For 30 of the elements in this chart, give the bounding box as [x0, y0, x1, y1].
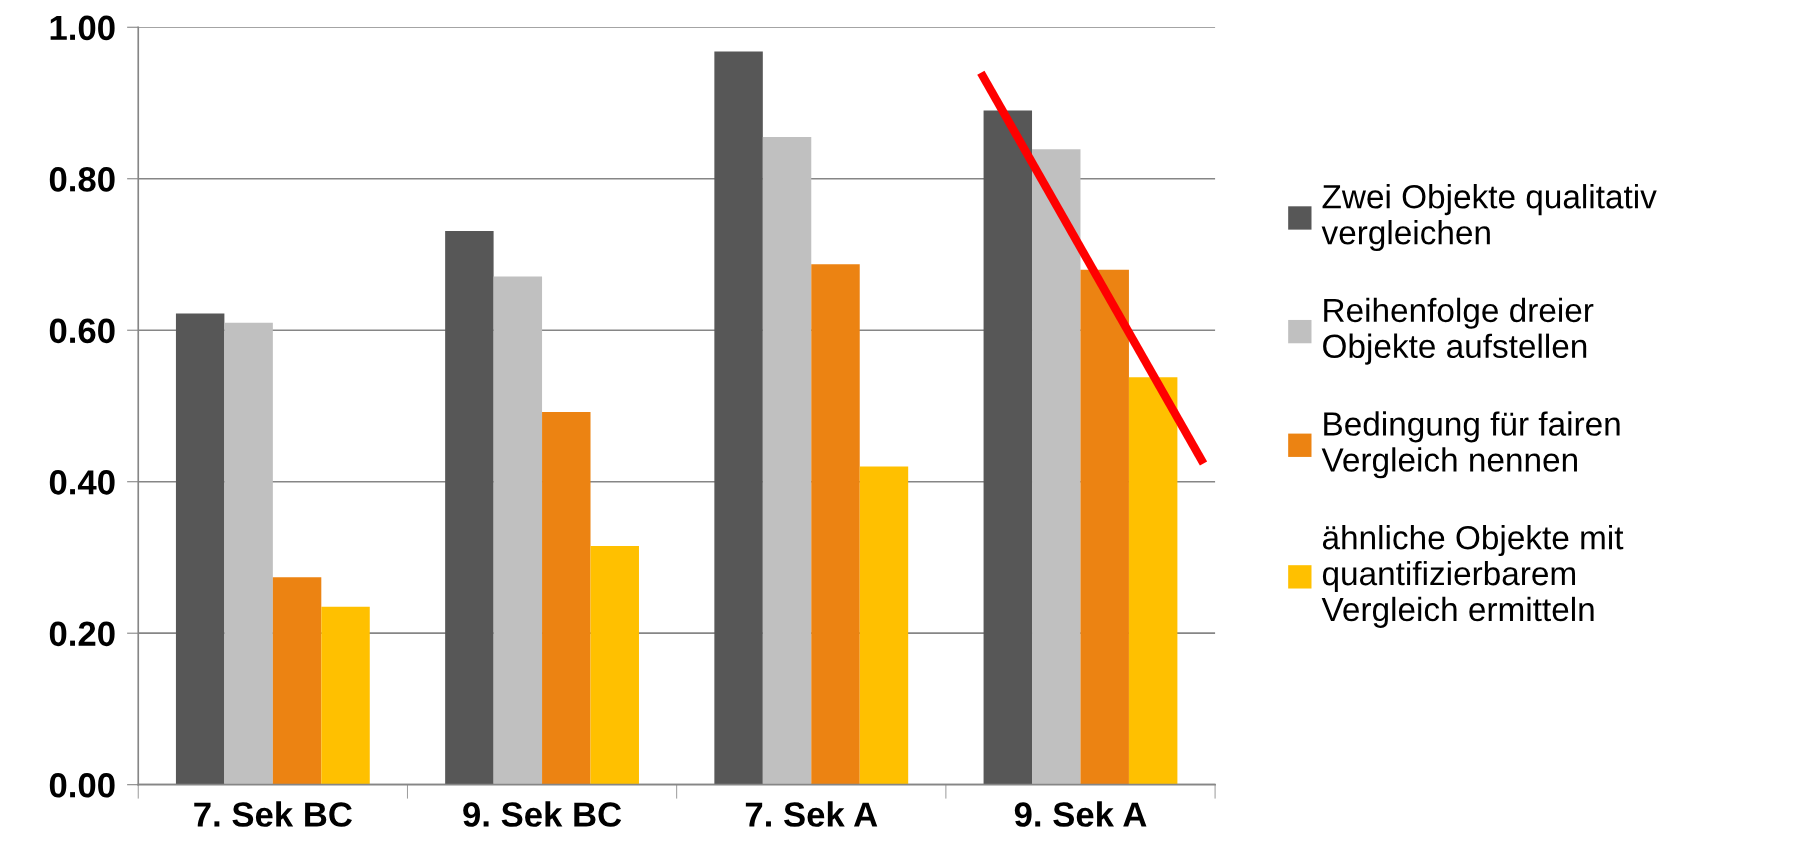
bar [175, 313, 225, 785]
y-tick-label: 1.00 [50, 15, 115, 41]
bar [983, 110, 1033, 785]
x-tick-label: 7. Sek BC [194, 801, 352, 827]
bar [1032, 149, 1081, 785]
bar [224, 322, 273, 785]
bar [542, 412, 591, 785]
bar [321, 606, 370, 785]
bar [445, 231, 494, 785]
bar [590, 546, 639, 785]
y-tick-label: 0.00 [49, 773, 115, 798]
bar [762, 137, 812, 785]
legend-label: Zwei Objekte qualitativ vergleichen [1321, 184, 1657, 252]
y-tick-label: 0.20 [49, 621, 115, 647]
x-tick-label: 7. Sek A [745, 801, 878, 827]
bar [272, 577, 322, 785]
y-tick-label: 0.40 [49, 470, 115, 495]
y-tick-label: 0.80 [49, 167, 115, 192]
legend-label: Bedingung für fairen Vergleich nennen [1321, 411, 1620, 479]
bar [1128, 377, 1178, 785]
bar [811, 264, 860, 785]
bar [714, 51, 763, 785]
x-tick-label: 9. Sek A [1014, 801, 1147, 827]
y-tick-label: 0.60 [49, 318, 115, 344]
bar [493, 276, 543, 785]
legend-label: ähnliche Objekte mit quantifizierbarem Vergleich ermitteln [1321, 525, 1624, 628]
bar [859, 466, 909, 785]
bar [1080, 269, 1129, 785]
x-tick-label: 9. Sek BC [463, 801, 622, 827]
legend-label: Reihenfolge dreier Objekte aufstellen [1323, 297, 1594, 365]
